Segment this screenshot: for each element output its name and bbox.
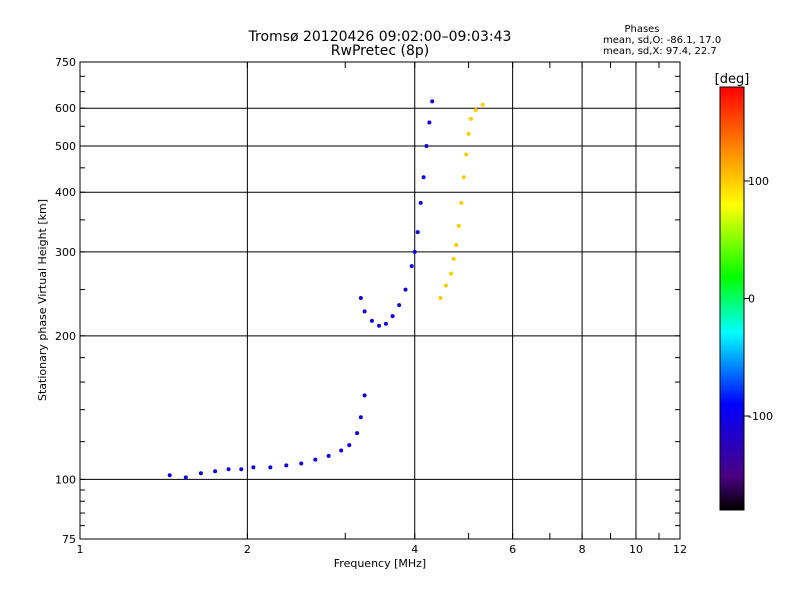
data-point — [326, 453, 331, 458]
stats-o-mode: mean, sd,O: -86.1, 17.0 — [603, 35, 721, 46]
data-point — [464, 152, 469, 157]
data-point — [480, 102, 485, 107]
data-point — [299, 461, 304, 466]
data-point — [424, 143, 429, 148]
data-point — [362, 393, 367, 398]
y-tick-label: 500 — [55, 140, 76, 153]
y-tick-label: 750 — [55, 56, 76, 69]
data-point — [358, 415, 363, 420]
data-point — [427, 120, 432, 125]
data-point — [313, 457, 318, 462]
data-point — [418, 200, 423, 205]
colorbar-tick-label: 100 — [748, 175, 769, 188]
data-point — [347, 443, 352, 448]
x-tick-label: 12 — [673, 543, 687, 556]
y-tick-label: 100 — [55, 473, 76, 486]
data-point — [397, 303, 402, 308]
colorbar-tick-label: -100 — [748, 410, 773, 423]
data-point — [421, 175, 426, 180]
chart-title: Tromsø 20120426 09:02:00–09:03:43 — [248, 29, 512, 45]
data-point — [469, 116, 474, 121]
data-point — [443, 283, 448, 288]
data-point — [239, 467, 244, 472]
data-point — [454, 243, 459, 248]
data-point — [358, 296, 363, 301]
data-point — [451, 256, 456, 261]
data-point — [409, 264, 414, 269]
data-point — [383, 321, 388, 326]
stats-header: Phases — [624, 24, 659, 35]
y-axis-label: Stationary phase Virtual Height [km] — [36, 199, 49, 401]
data-point — [459, 200, 464, 205]
data-point — [183, 475, 188, 480]
data-point — [213, 469, 218, 474]
colorbar-ticks: 100 0 -100 — [744, 175, 773, 423]
data-point — [473, 107, 478, 112]
data-point — [369, 318, 374, 323]
x-axis-label: Frequency [MHz] — [334, 557, 426, 570]
data-points — [167, 99, 485, 480]
chart-subtitle: RwPretec (8p) — [331, 43, 429, 59]
data-point — [284, 463, 289, 468]
x-tick-label: 4 — [411, 543, 418, 556]
y-tick-label: 75 — [62, 533, 76, 546]
data-point — [461, 175, 466, 180]
data-point — [268, 465, 273, 470]
data-point — [355, 431, 360, 436]
y-tick-label: 300 — [55, 246, 76, 259]
y-tick-label: 600 — [55, 102, 76, 115]
data-point — [198, 471, 203, 476]
data-point — [415, 230, 420, 235]
colorbar — [719, 86, 745, 511]
x-tick-label: 2 — [244, 543, 251, 556]
y-tick-label: 400 — [55, 186, 76, 199]
data-point — [339, 448, 344, 453]
colorbar-label: [deg] — [715, 72, 750, 87]
plot-grid — [80, 62, 680, 539]
data-point — [167, 473, 172, 478]
x-tick-label: 6 — [509, 543, 516, 556]
data-point — [226, 467, 231, 472]
data-point — [430, 99, 435, 104]
data-point — [456, 223, 461, 228]
data-point — [251, 465, 256, 470]
data-point — [449, 271, 454, 276]
data-point — [412, 249, 417, 254]
data-point — [362, 309, 367, 314]
x-tick-label: 1 — [77, 543, 84, 556]
x-tick-label: 8 — [579, 543, 586, 556]
data-point — [377, 323, 382, 328]
data-point — [466, 131, 471, 136]
data-point — [438, 296, 443, 301]
data-point — [403, 287, 408, 292]
data-point — [390, 314, 395, 319]
colorbar-tick-label: 0 — [748, 293, 755, 306]
x-tick-label: 10 — [629, 543, 643, 556]
stats-x-mode: mean, sd,X: 97.4, 22.7 — [603, 46, 717, 57]
y-tick-label: 200 — [55, 330, 76, 343]
plot-frame — [79, 61, 681, 540]
